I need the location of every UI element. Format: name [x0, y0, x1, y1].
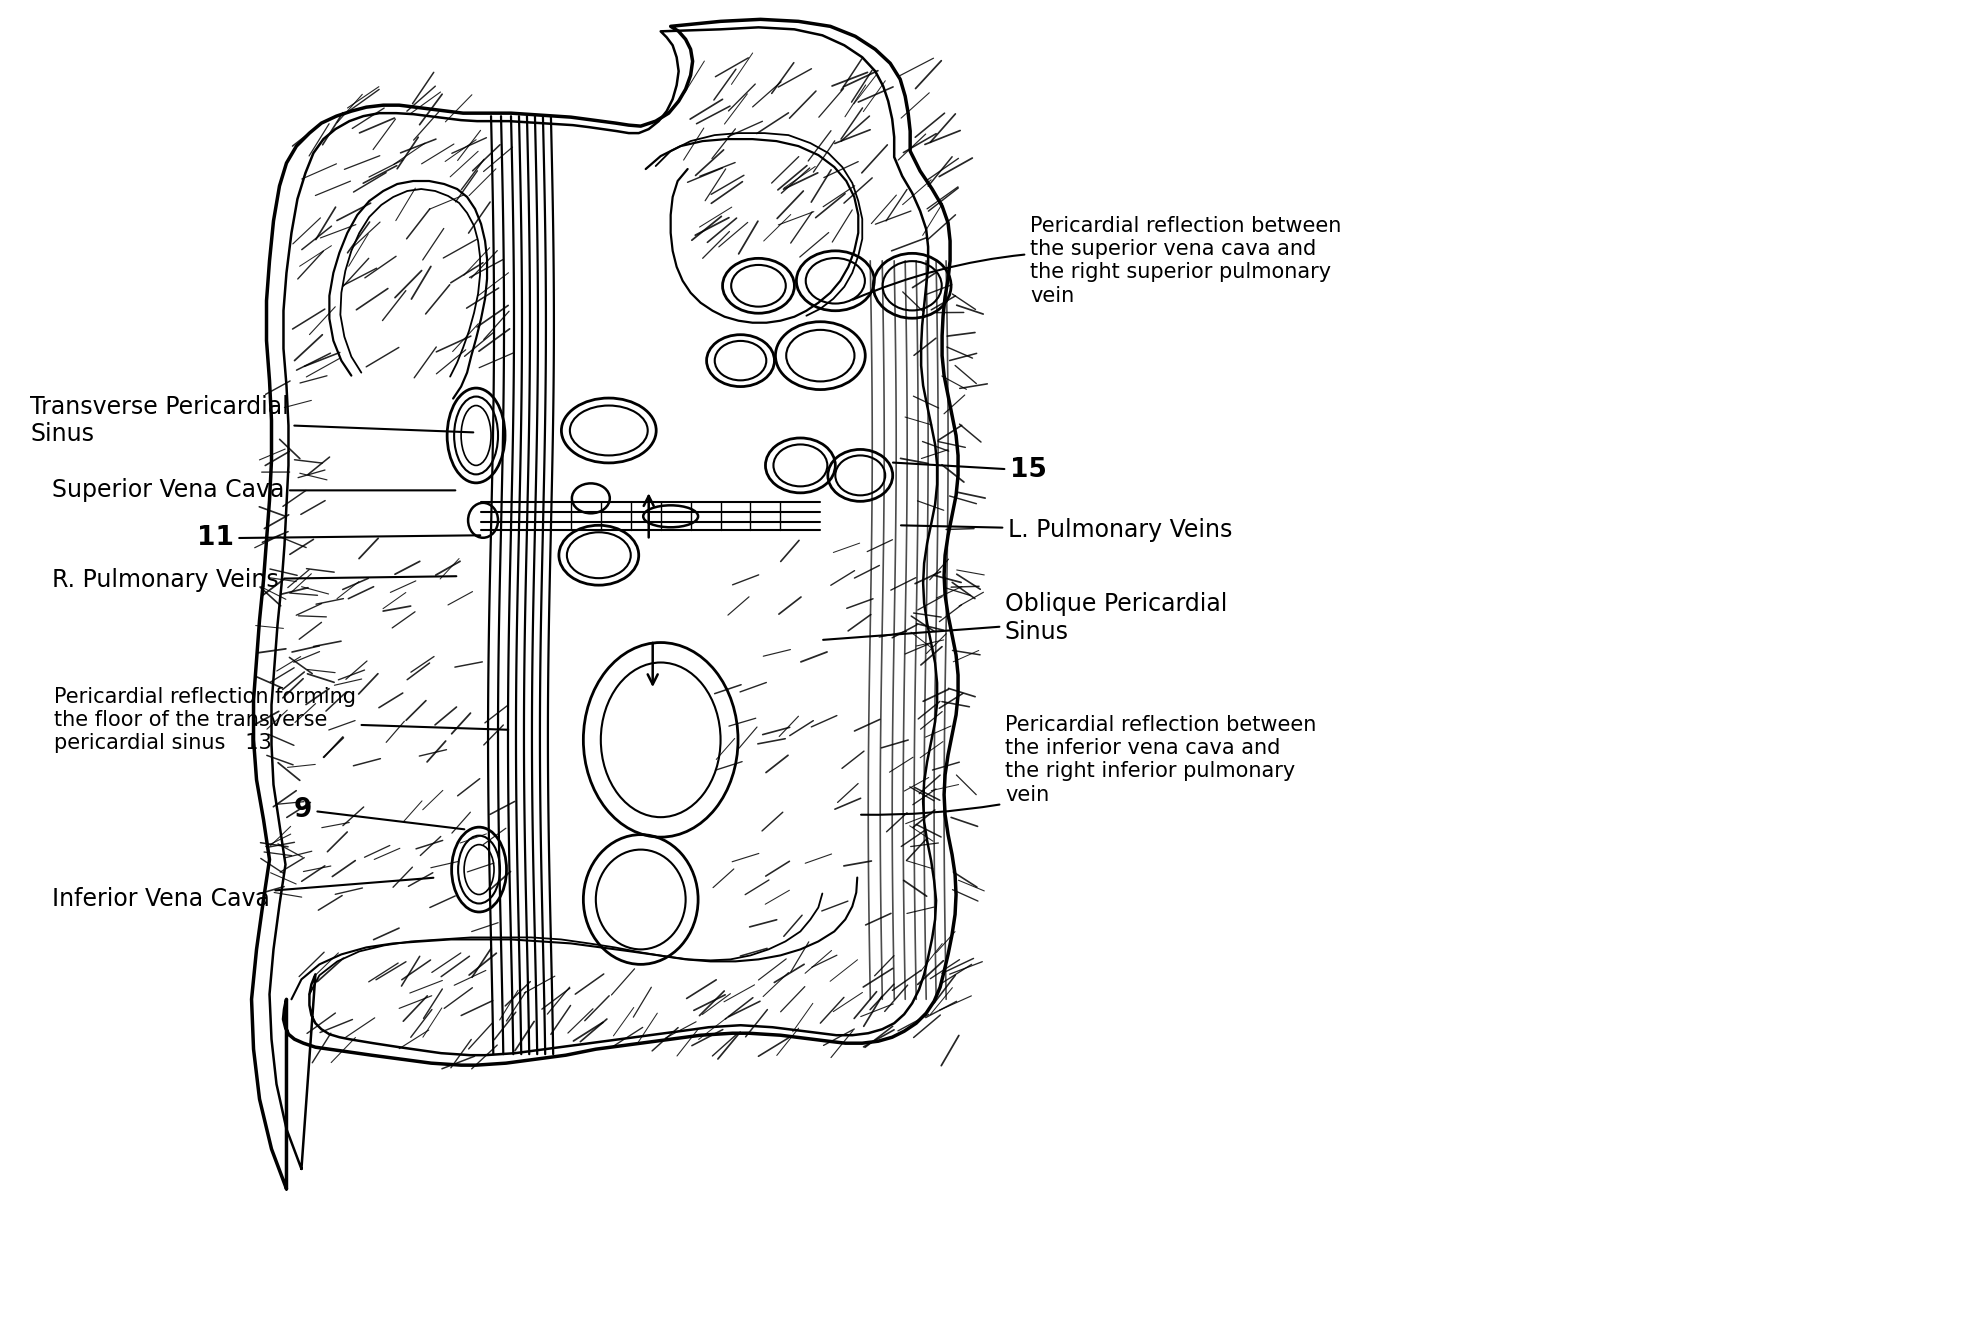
Text: Inferior Vena Cava: Inferior Vena Cava	[51, 878, 434, 911]
Text: 11: 11	[197, 525, 481, 551]
Text: Oblique Pericardial
Sinus: Oblique Pericardial Sinus	[822, 592, 1227, 644]
Text: Transverse Pericardial
Sinus: Transverse Pericardial Sinus	[30, 394, 473, 447]
Text: R. Pulmonary Veins: R. Pulmonary Veins	[51, 568, 456, 592]
Text: Pericardial reflection forming
the floor of the transverse
pericardial sinus   1: Pericardial reflection forming the floor…	[53, 686, 509, 754]
Text: Superior Vena Cava: Superior Vena Cava	[51, 479, 456, 502]
Text: Pericardial reflection between
the inferior vena cava and
the right inferior pul: Pericardial reflection between the infer…	[862, 715, 1317, 814]
Text: 9: 9	[294, 797, 463, 829]
Text: L. Pulmonary Veins: L. Pulmonary Veins	[901, 518, 1232, 542]
Text: 15: 15	[893, 457, 1047, 484]
Text: Pericardial reflection between
the superior vena cava and
the right superior pul: Pericardial reflection between the super…	[852, 215, 1341, 305]
